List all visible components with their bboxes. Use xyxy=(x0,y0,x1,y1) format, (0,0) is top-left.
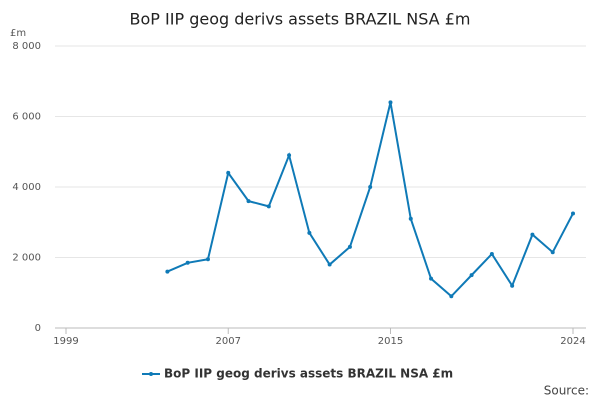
y-tick-label: 8 000 xyxy=(12,41,41,52)
point xyxy=(347,244,352,249)
x-tick-label: 2007 xyxy=(216,336,241,347)
point xyxy=(449,294,454,299)
line xyxy=(167,102,574,298)
x-tick-label: 2024 xyxy=(560,336,585,347)
source: Source: xyxy=(544,384,589,398)
x-tick-label: 1999 xyxy=(53,336,78,347)
y-unit: £m xyxy=(10,28,26,39)
y-tick-label: 6 000 xyxy=(12,112,41,123)
point xyxy=(266,204,271,209)
point xyxy=(550,250,555,255)
point xyxy=(246,199,251,204)
point xyxy=(287,153,292,158)
point xyxy=(185,260,190,265)
point xyxy=(429,276,434,281)
y-tick-label: 4 000 xyxy=(12,182,41,193)
y-tick-label: 2 000 xyxy=(12,253,41,264)
point xyxy=(571,211,575,216)
point xyxy=(408,216,413,221)
chart-title: BoP IIP geog derivs assets BRAZIL NSA £m xyxy=(130,10,471,29)
point xyxy=(489,251,494,256)
point xyxy=(226,170,231,175)
x-tick-label: 2015 xyxy=(378,336,403,347)
point xyxy=(530,232,535,237)
point xyxy=(327,262,332,267)
legend-marker xyxy=(149,372,153,376)
point xyxy=(307,230,312,235)
point xyxy=(510,283,515,288)
y-tick-label: 0 xyxy=(35,323,41,334)
point xyxy=(368,185,373,189)
point xyxy=(205,257,210,262)
legend-label: BoP IIP geog derivs assets BRAZIL NSA £m xyxy=(164,367,453,381)
point xyxy=(469,273,474,278)
point xyxy=(388,100,393,105)
point xyxy=(165,269,170,274)
